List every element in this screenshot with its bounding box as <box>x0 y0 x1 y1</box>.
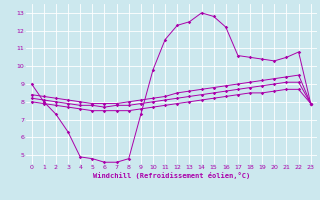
X-axis label: Windchill (Refroidissement éolien,°C): Windchill (Refroidissement éolien,°C) <box>92 172 250 179</box>
